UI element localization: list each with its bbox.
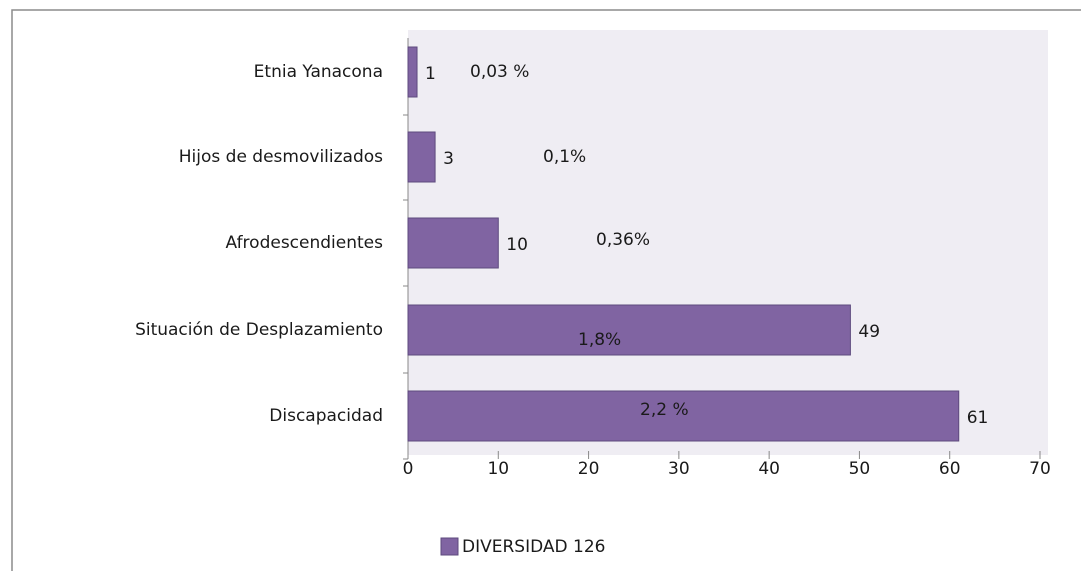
y-tick-label: Afrodescendientes (226, 233, 384, 253)
x-tick-label: 40 (758, 459, 780, 479)
bar (407, 131, 436, 183)
plot-area (408, 30, 1048, 455)
annotation: 2,2 % (640, 400, 689, 420)
y-tick-label: Hijos de desmovilizados (179, 147, 383, 167)
bar (407, 390, 960, 442)
bar (407, 304, 851, 356)
bar (407, 217, 499, 269)
x-tick-label: 70 (1029, 459, 1051, 479)
y-tick-label: Situación de Desplazamiento (135, 320, 383, 340)
data-label: 1 (425, 64, 436, 84)
x-tick-label: 0 (403, 459, 414, 479)
data-label: 61 (967, 408, 989, 428)
annotation: 0,1% (543, 147, 586, 167)
annotation: 0,36% (596, 230, 650, 250)
legend-swatch (440, 537, 459, 556)
data-label: 49 (858, 322, 880, 342)
x-tick-label: 30 (668, 459, 690, 479)
y-tick-label: Discapacidad (269, 406, 383, 426)
data-label: 3 (443, 149, 454, 169)
data-label: 10 (506, 235, 528, 255)
y-tick-label: Etnia Yanacona (254, 62, 383, 82)
x-tick-label: 20 (578, 459, 600, 479)
bar (407, 46, 418, 98)
annotation: 0,03 % (470, 62, 529, 82)
x-tick-label: 60 (939, 459, 961, 479)
x-tick-label: 10 (487, 459, 509, 479)
x-tick-label: 50 (849, 459, 871, 479)
annotation: 1,8% (578, 330, 621, 350)
legend-label: DIVERSIDAD 126 (462, 537, 605, 557)
